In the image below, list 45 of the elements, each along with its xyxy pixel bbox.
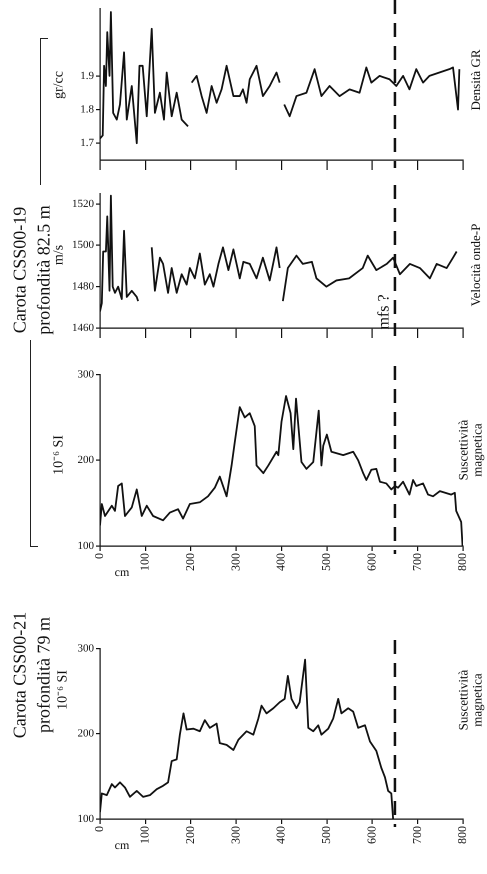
y-tick-label: 100 bbox=[78, 812, 94, 825]
text: profondità 82.5 m bbox=[34, 205, 54, 335]
y-tick-label: 1520 bbox=[72, 198, 94, 210]
y-tick-label: 200 bbox=[78, 454, 94, 466]
x-axis-title: cm bbox=[114, 565, 130, 579]
text: Velocità onde-P bbox=[468, 222, 484, 308]
x-tick-label: 800 bbox=[455, 553, 470, 571]
y-axis-title: m/s bbox=[52, 244, 68, 266]
y-tick-label: 200 bbox=[78, 728, 94, 740]
x-tick-label: 300 bbox=[228, 553, 242, 571]
x-tick-label: 0 bbox=[92, 826, 106, 832]
annotation: Suscettività magnetica bbox=[455, 418, 484, 482]
text: profondità 79 m bbox=[34, 617, 54, 733]
y-tick-label: 1460 bbox=[72, 322, 94, 334]
x-tick-label: 0 bbox=[92, 553, 106, 559]
y-tick-label: 1500 bbox=[72, 239, 94, 252]
y-axis-title: gr/cc bbox=[52, 71, 68, 99]
x-tick-label: 600 bbox=[364, 553, 378, 571]
y-tick-label: 1.8 bbox=[80, 103, 94, 116]
y-tick-label: 1.9 bbox=[80, 70, 94, 82]
x-tick-label: 500 bbox=[319, 826, 334, 844]
x-tick-label: 700 bbox=[410, 553, 424, 571]
x-tick-label: 100 bbox=[138, 826, 152, 844]
y-tick-label: 300 bbox=[78, 642, 94, 654]
x-tick-label: 400 bbox=[274, 553, 288, 571]
x-tick-label: 100 bbox=[138, 553, 152, 571]
y-axis-title: 10⁻⁶ SI bbox=[52, 435, 68, 475]
y-tick-label: 100 bbox=[78, 540, 94, 552]
text: Carota CSS00-19 bbox=[10, 206, 30, 334]
x-tick-label: 300 bbox=[228, 826, 242, 844]
x-tick-label: 600 bbox=[364, 826, 378, 844]
x-tick-label: 700 bbox=[410, 826, 424, 844]
annotation: Suscettività magnetica bbox=[455, 668, 484, 732]
x-tick-label: 200 bbox=[182, 826, 197, 844]
x-tick-label: 400 bbox=[274, 826, 288, 844]
y-tick-label: 1480 bbox=[72, 280, 94, 293]
x-axis-title: cm bbox=[114, 838, 130, 852]
text: Carota CSS00-21 bbox=[10, 612, 30, 738]
y-tick-label: 300 bbox=[78, 368, 94, 380]
x-tick-label: 200 bbox=[182, 553, 197, 571]
x-tick-label: 800 bbox=[455, 826, 470, 844]
y-tick-label: 1.7 bbox=[80, 137, 94, 150]
text: Densità GR bbox=[468, 48, 484, 113]
y-axis-title: 10⁻⁶ SI bbox=[56, 670, 72, 710]
x-tick-label: 500 bbox=[319, 553, 334, 571]
